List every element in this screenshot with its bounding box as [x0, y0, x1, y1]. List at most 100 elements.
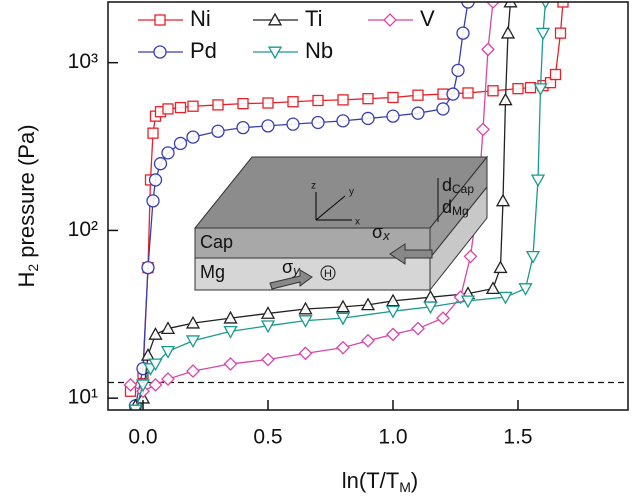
- y-label: y: [349, 187, 354, 198]
- marker: [383, 13, 397, 27]
- marker: [485, 281, 501, 295]
- marker: [237, 97, 249, 110]
- marker: [161, 372, 175, 386]
- marker: [262, 97, 274, 109]
- sigma: σ: [282, 257, 293, 277]
- marker: [287, 96, 299, 108]
- marker: [461, 2, 475, 9]
- marker: [456, 26, 470, 40]
- marker: [162, 103, 174, 115]
- marker: [260, 306, 276, 319]
- marker: [495, 193, 511, 207]
- marker: [148, 377, 163, 392]
- marker: [337, 94, 349, 106]
- marker: [236, 120, 250, 135]
- marker: [386, 327, 400, 342]
- marker: [487, 85, 499, 97]
- sub: x: [382, 228, 390, 243]
- marker: [503, 2, 518, 8]
- marker: [451, 63, 465, 78]
- label-part: pressure (Pa): [14, 124, 39, 263]
- marker: [554, 27, 567, 39]
- marker: [140, 348, 156, 361]
- marker: [530, 174, 546, 188]
- label-sub: M: [399, 479, 411, 495]
- sigma-x-label: σx: [372, 222, 390, 244]
- label-part: H: [14, 272, 39, 288]
- marker: [411, 106, 425, 120]
- marker: [173, 136, 188, 151]
- marker: [223, 325, 238, 339]
- marker: [336, 340, 350, 355]
- marker: [286, 117, 300, 131]
- marker: [462, 87, 474, 99]
- y-tick-label: 10¹: [68, 386, 98, 409]
- marker: [298, 346, 313, 361]
- d-mg-label: dMg: [442, 197, 469, 218]
- marker: [128, 404, 143, 410]
- plot-area: [108, 2, 628, 410]
- mg-side: [429, 185, 488, 292]
- marker: [486, 2, 500, 9]
- marker: [185, 315, 201, 329]
- marker: [186, 130, 200, 144]
- marker: [153, 45, 167, 59]
- x-label: x: [355, 217, 360, 228]
- marker: [518, 283, 533, 296]
- marker: [411, 321, 425, 336]
- marker: [360, 297, 376, 311]
- marker: [387, 91, 399, 104]
- marker: [148, 358, 163, 372]
- h-circle: [320, 265, 336, 281]
- h-label: H: [324, 268, 332, 280]
- marker: [436, 311, 450, 326]
- sub: Cap: [452, 182, 474, 196]
- marker: [549, 68, 562, 81]
- marker: [141, 260, 155, 275]
- marker: [223, 310, 238, 324]
- marker: [148, 173, 163, 187]
- legend-label: Pd: [190, 38, 217, 63]
- marker: [336, 114, 350, 128]
- marker: [386, 109, 400, 123]
- marker: [463, 249, 478, 264]
- y-axis-label: H2 pressure (Pa): [14, 124, 41, 287]
- marker: [223, 357, 238, 371]
- x-tick-label: 1.0: [378, 426, 407, 449]
- marker: [148, 327, 163, 340]
- marker: [267, 46, 283, 60]
- marker: [385, 305, 401, 319]
- marker: [385, 293, 401, 307]
- legend-label: Nb: [305, 38, 333, 63]
- marker: [298, 301, 313, 315]
- inset-diagram: Cap Mg H σy σx dCap dMg z y x: [193, 155, 489, 292]
- marker: [535, 27, 551, 41]
- marker: [123, 377, 138, 392]
- marker: [174, 101, 187, 114]
- sub: y: [292, 263, 301, 278]
- marker: [261, 352, 275, 367]
- marker: [335, 299, 351, 313]
- marker: [476, 122, 490, 137]
- marker: [361, 111, 375, 126]
- sub: Mg: [452, 204, 469, 218]
- marker: [311, 115, 325, 130]
- marker: [460, 295, 476, 309]
- marker: [446, 87, 460, 101]
- marker: [335, 312, 351, 326]
- marker: [362, 93, 374, 105]
- marker: [525, 250, 541, 264]
- mg-label: Mg: [200, 262, 225, 282]
- marker: [361, 333, 375, 348]
- marker: [160, 345, 176, 359]
- x-tick-label: 0.0: [128, 426, 157, 449]
- sigma: σ: [372, 222, 383, 242]
- marker: [135, 379, 151, 393]
- marker: [186, 364, 200, 379]
- marker: [557, 2, 569, 8]
- d: d: [442, 175, 452, 195]
- label-part: ln(T/T: [342, 468, 399, 493]
- sigma-y-arrow: [269, 269, 313, 290]
- marker: [185, 335, 201, 349]
- marker: [436, 102, 450, 116]
